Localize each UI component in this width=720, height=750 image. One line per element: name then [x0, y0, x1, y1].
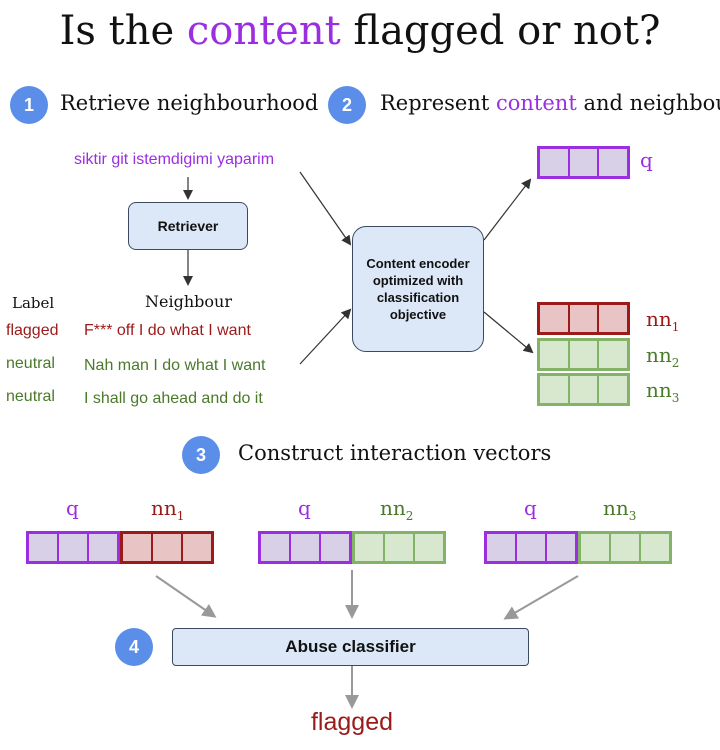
vector-cell — [321, 534, 349, 561]
neighbour-vector-3 — [537, 373, 630, 406]
pair-1-neighbour-vector — [120, 531, 214, 564]
result-label: flagged — [310, 708, 394, 736]
query-vector-label: q — [640, 148, 653, 172]
pair-3-query-vector — [484, 531, 578, 564]
step-2-label-accent: content — [496, 91, 577, 115]
vector-cell — [599, 149, 628, 176]
neighbour-vector-1-label: nn1 — [646, 307, 679, 334]
step-3-badge: 3 — [182, 436, 220, 474]
vector-cell — [540, 305, 570, 332]
nn-text: nn — [646, 307, 672, 331]
vector-cell — [415, 534, 443, 561]
nn-text: nn — [603, 496, 629, 520]
neighbour-1-label: flagged — [6, 322, 59, 339]
vector-cell — [261, 534, 291, 561]
vector-cell — [153, 534, 183, 561]
neighbour-1-text: F*** off I do what I want — [84, 322, 251, 339]
vector-cell — [569, 305, 600, 332]
vector-cell — [183, 534, 211, 561]
neighbour-vector-3-label: nn3 — [646, 378, 679, 405]
vector-cell — [569, 341, 600, 368]
nn-subscript: 1 — [176, 509, 185, 523]
nn-subscript: 3 — [628, 509, 637, 523]
neighbour-2-text: Nah man I do what I want — [84, 357, 266, 374]
step-1-badge: 1 — [10, 86, 48, 124]
vector-cell — [385, 534, 415, 561]
pair-1-nn-label: nn1 — [151, 496, 184, 523]
vector-cell — [540, 149, 570, 176]
step-2-badge: 2 — [328, 86, 366, 124]
vector-cell — [291, 534, 321, 561]
abuse-classifier-box: Abuse classifier — [172, 628, 529, 666]
nn-subscript: 2 — [405, 509, 414, 523]
query-vector — [537, 146, 630, 179]
arrow-pair3-to-classifier — [503, 575, 579, 620]
vector-cell — [355, 534, 385, 561]
neighbour-column-header: Neighbour — [145, 292, 232, 311]
vector-cell — [517, 534, 547, 561]
neighbour-vector-1 — [537, 302, 630, 335]
vector-cell — [540, 376, 570, 403]
nn-subscript: 2 — [671, 356, 680, 370]
pair-2-nn-label: nn2 — [380, 496, 413, 523]
pair-3-nn-label: nn3 — [603, 496, 636, 523]
pair-2-query-vector — [258, 531, 352, 564]
vector-cell — [547, 534, 575, 561]
neighbour-3-text: I shall go ahead and do it — [84, 390, 263, 407]
label-column-header: Label — [12, 294, 55, 312]
vector-cell — [569, 149, 600, 176]
neighbour-vector-2-label: nn2 — [646, 343, 679, 370]
vector-cell — [599, 341, 628, 368]
pair-1-q-label: q — [66, 496, 79, 520]
arrow-encoder-to-q — [483, 178, 532, 241]
page-title: Is the content flagged or not? — [0, 8, 720, 54]
title-text-end: flagged or not? — [340, 8, 661, 54]
nn-text: nn — [380, 496, 406, 520]
nn-text: nn — [151, 496, 177, 520]
vector-cell — [569, 376, 600, 403]
query-text: siktir git istemdigimi yaparim — [74, 151, 275, 168]
arrow-encoder-to-nn — [483, 311, 534, 354]
arrow-query-to-encoder — [299, 171, 352, 246]
step-3-label: Construct interaction vectors — [238, 441, 552, 465]
pair-2-q-label: q — [298, 496, 311, 520]
vector-cell — [540, 341, 570, 368]
nn-subscript: 1 — [671, 320, 680, 334]
step-1-label: Retrieve neighbourhood — [60, 91, 319, 115]
vector-cell — [123, 534, 153, 561]
pair-3-neighbour-vector — [578, 531, 672, 564]
arrow-pair1-to-classifier — [155, 575, 217, 618]
step-2-label: Represent content and neighbours — [380, 91, 720, 115]
title-text-start: Is the — [59, 8, 187, 54]
nn-text: nn — [646, 343, 672, 367]
vector-cell — [611, 534, 641, 561]
vector-cell — [599, 376, 628, 403]
nn-text: nn — [646, 378, 672, 402]
vector-cell — [599, 305, 628, 332]
vector-cell — [29, 534, 59, 561]
step-2-label-start: Represent — [380, 91, 496, 115]
vector-cell — [487, 534, 517, 561]
step-4-badge: 4 — [115, 628, 153, 666]
vector-cell — [581, 534, 611, 561]
neighbour-2-label: neutral — [6, 355, 55, 372]
pair-3-q-label: q — [524, 496, 537, 520]
content-encoder-box: Content encoder optimized with classific… — [352, 226, 484, 352]
arrow-neighbours-to-encoder — [299, 308, 352, 365]
pair-1-query-vector — [26, 531, 120, 564]
title-accent-word: content — [186, 8, 341, 54]
neighbour-vector-2 — [537, 338, 630, 371]
vector-cell — [59, 534, 89, 561]
vector-cell — [641, 534, 669, 561]
nn-subscript: 3 — [671, 391, 680, 405]
pair-2-neighbour-vector — [352, 531, 446, 564]
neighbour-3-label: neutral — [6, 388, 55, 405]
vector-cell — [89, 534, 117, 561]
step-2-label-end: and neighbours — [583, 91, 720, 115]
retriever-box: Retriever — [128, 202, 248, 250]
